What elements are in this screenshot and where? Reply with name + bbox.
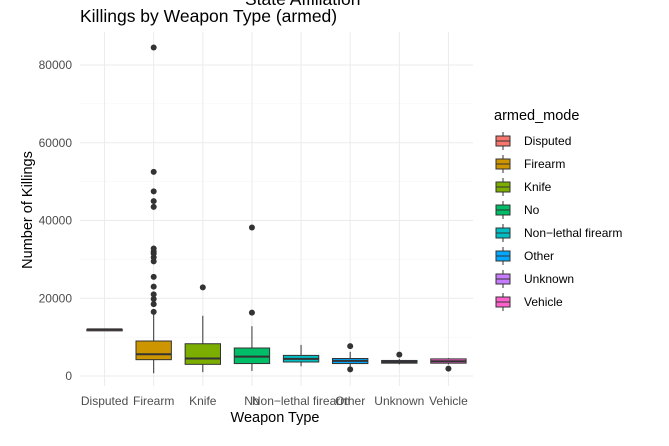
y-tick-label: 40000: [39, 214, 73, 228]
y-tick-label: 60000: [39, 136, 73, 150]
x-tick-label: Disputed: [81, 394, 128, 408]
x-axis-title: Weapon Type: [231, 410, 320, 426]
legend-item: Non−lethal firearm: [494, 224, 622, 242]
x-tick-label: Knife: [189, 394, 217, 408]
legend-item: Unknown: [494, 270, 574, 288]
legend-label: No: [524, 203, 540, 217]
legend-item: Firearm: [494, 155, 565, 173]
outlier-point: [150, 273, 157, 280]
outlier-point: [150, 203, 157, 210]
grid-layer: [80, 32, 473, 386]
outlier-point: [248, 224, 255, 231]
boxplot-firearm: [135, 44, 172, 374]
boxplot-non-lethal-firearm: [282, 344, 320, 367]
legend-label: Non−lethal firearm: [524, 226, 622, 240]
legend-item: Disputed: [494, 132, 571, 150]
x-tick-label: Other: [335, 394, 365, 408]
y-tick-label: 80000: [39, 58, 73, 72]
y-axis-title: Number of Killings: [20, 151, 36, 269]
outlier-point: [150, 291, 157, 298]
box: [184, 343, 221, 365]
y-tick-label: 0: [65, 369, 72, 383]
legend: armed_mode Disputed Firearm Knife No Non−let…: [494, 108, 622, 311]
boxplot-vehicle: [430, 358, 467, 372]
boxplot-knife: [184, 284, 221, 373]
legend-item: Knife: [494, 178, 552, 196]
x-tick-label: Unknown: [374, 394, 424, 408]
boxplot-unknown: [381, 351, 418, 365]
boxplot-other: [332, 343, 369, 373]
chart-title-partial-above: State Affiliation: [245, 0, 360, 9]
legend-item: No: [494, 201, 540, 219]
box: [135, 340, 172, 361]
outlier-point: [347, 366, 354, 373]
outlier-point: [199, 284, 206, 291]
outlier-point: [150, 283, 157, 290]
outlier-point: [150, 301, 157, 308]
legend-label: Vehicle: [524, 295, 563, 309]
x-tick-label: Firearm: [133, 394, 174, 408]
x-tick-label: Non−lethal firearm: [252, 394, 350, 408]
legend-title: armed_mode: [494, 108, 579, 124]
boxplot-no: [233, 224, 271, 371]
legend-label: Unknown: [524, 272, 574, 286]
x-tick-label: No: [244, 394, 260, 408]
axis-layer: 0 20000 40000 60000 80000 Disputed Firearm Knif…: [39, 58, 468, 408]
legend-label: Other: [524, 249, 554, 263]
outlier-point: [248, 309, 255, 316]
outlier-point: [150, 198, 157, 205]
x-tick-label: Vehicle: [429, 394, 468, 408]
legend-label: Disputed: [524, 134, 571, 148]
y-tick-label: 20000: [39, 291, 73, 305]
outlier-point: [347, 343, 354, 350]
outlier-point: [445, 365, 452, 372]
boxes-layer: [86, 44, 467, 374]
outlier-point: [150, 308, 157, 315]
outlier-point: [150, 44, 157, 51]
outlier-point: [150, 168, 157, 175]
outlier-point: [150, 188, 157, 195]
boxplot-disputed: [86, 328, 123, 332]
outlier-point: [150, 245, 157, 252]
legend-item: Vehicle: [494, 293, 563, 311]
legend-label: Firearm: [524, 157, 565, 171]
legend-item: Other: [494, 247, 554, 265]
chart-title: Killings by Weapon Type (armed): [80, 6, 337, 26]
outlier-point: [150, 296, 157, 303]
legend-label: Knife: [524, 180, 552, 194]
outlier-point: [396, 351, 403, 358]
